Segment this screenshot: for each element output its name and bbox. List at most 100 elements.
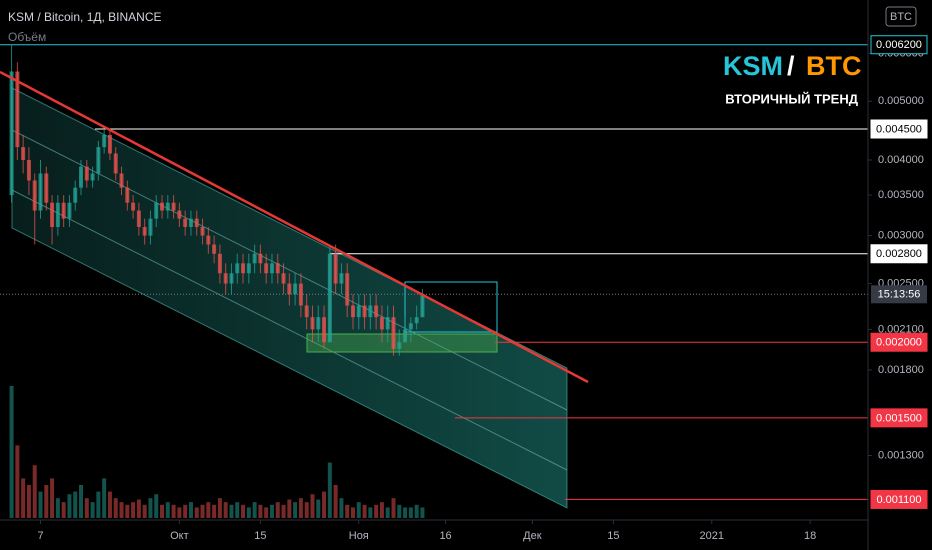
candle-body bbox=[183, 218, 188, 227]
volume-bar bbox=[67, 494, 72, 518]
volume-bar bbox=[252, 502, 257, 518]
volume-bar bbox=[160, 504, 165, 518]
x-tick-label: Ноя bbox=[349, 530, 369, 542]
candle-body bbox=[333, 253, 338, 284]
price-tag-label: 0.002000 bbox=[876, 337, 922, 349]
volume-bar bbox=[183, 504, 188, 518]
volume-bar bbox=[310, 494, 315, 518]
volume-bar bbox=[188, 502, 193, 518]
volume-bar bbox=[206, 502, 211, 518]
volume-bar bbox=[356, 502, 361, 518]
candle-body bbox=[269, 263, 274, 274]
price-tag bbox=[870, 35, 928, 55]
price-tag bbox=[870, 332, 928, 352]
countdown-tag bbox=[871, 285, 927, 304]
x-tick-label: 7 bbox=[37, 530, 43, 542]
candle-body bbox=[32, 180, 37, 211]
candle-body bbox=[414, 317, 419, 324]
currency-badge-text[interactable]: BTC bbox=[890, 11, 912, 23]
volume-bar bbox=[293, 502, 298, 518]
candle-body bbox=[102, 134, 107, 148]
price-tag-label: 0.001100 bbox=[876, 494, 921, 506]
candle-body bbox=[84, 166, 89, 181]
volume-bar bbox=[50, 478, 55, 518]
volume-bar bbox=[420, 507, 425, 518]
x-tick-label: 16 bbox=[439, 530, 451, 542]
candle-body bbox=[200, 226, 205, 236]
candle-body bbox=[15, 71, 20, 148]
candle-body bbox=[287, 283, 292, 295]
price-tag-label: 0.006200 bbox=[876, 39, 922, 51]
volume-bar bbox=[136, 499, 141, 518]
volume-bar bbox=[246, 507, 251, 518]
price-tag bbox=[870, 408, 928, 428]
annotation-quote: BTC bbox=[806, 51, 862, 81]
support-zone bbox=[306, 333, 498, 353]
volume-bar bbox=[327, 462, 332, 518]
y-tick-label: 0.005000 bbox=[878, 95, 924, 107]
volume-bar bbox=[148, 498, 153, 518]
trend-line bbox=[0, 70, 589, 384]
volume-bar bbox=[32, 465, 37, 518]
volume-bar bbox=[316, 499, 321, 518]
volume-bar bbox=[125, 504, 130, 518]
candle-body bbox=[391, 317, 396, 349]
candle-body bbox=[67, 202, 72, 219]
annotation-base: KSM bbox=[723, 51, 783, 81]
candle-body bbox=[79, 166, 84, 188]
volume-bar bbox=[102, 478, 107, 518]
candle-body bbox=[310, 317, 315, 330]
volume-bar bbox=[408, 507, 413, 518]
candle-body bbox=[275, 263, 280, 274]
volume-bar bbox=[322, 491, 327, 518]
candle-body bbox=[241, 263, 246, 274]
x-tick-label: Окт bbox=[170, 530, 189, 542]
volume-bar bbox=[113, 498, 118, 518]
candle-body bbox=[154, 202, 159, 219]
candle-body bbox=[44, 173, 49, 203]
volume-bar bbox=[177, 507, 182, 518]
volume-bar bbox=[287, 499, 292, 518]
candle-body bbox=[96, 147, 101, 174]
currency-badge[interactable] bbox=[885, 6, 917, 27]
candle-body bbox=[165, 202, 170, 211]
candle-body bbox=[420, 294, 425, 318]
volume-bar bbox=[229, 504, 234, 518]
price-tag-label: 0.001500 bbox=[876, 412, 922, 424]
volume-bar bbox=[61, 502, 66, 518]
candle-body bbox=[223, 273, 228, 284]
price-tag-label: 0.002800 bbox=[876, 248, 922, 260]
x-tick-label: 15 bbox=[607, 530, 619, 542]
candle-body bbox=[206, 235, 211, 245]
candle-body bbox=[304, 305, 309, 318]
candle-body bbox=[136, 210, 141, 227]
candle-body bbox=[339, 273, 344, 284]
candle-body bbox=[408, 323, 413, 330]
price-tag bbox=[870, 489, 928, 509]
candle-body bbox=[252, 253, 257, 264]
volume-bar bbox=[21, 478, 26, 518]
x-tick-label: 15 bbox=[254, 530, 266, 542]
candle-body bbox=[345, 273, 350, 306]
annotation-subtitle: ВТОРИЧНЫЙ ТРЕНД bbox=[725, 91, 859, 106]
volume-bar bbox=[397, 504, 402, 518]
candle-body bbox=[350, 305, 355, 318]
volume-bar bbox=[362, 504, 367, 518]
candle-body bbox=[119, 173, 124, 188]
candle-body bbox=[264, 263, 269, 274]
y-tick-label: 0.004000 bbox=[878, 154, 924, 166]
candle-body bbox=[403, 329, 408, 343]
candles bbox=[9, 44, 425, 518]
candle-body bbox=[368, 305, 373, 318]
volume-bar bbox=[391, 498, 396, 518]
volume-bar bbox=[96, 491, 101, 518]
volume-bar bbox=[142, 504, 147, 518]
candle-body bbox=[113, 153, 118, 174]
volume-bar bbox=[131, 502, 136, 518]
price-tag-label: 0.004500 bbox=[876, 123, 922, 135]
volume-bar bbox=[217, 498, 222, 518]
volume-bar bbox=[200, 504, 205, 518]
volume-bar bbox=[55, 498, 60, 518]
y-tick-label: 0.003500 bbox=[878, 189, 924, 201]
